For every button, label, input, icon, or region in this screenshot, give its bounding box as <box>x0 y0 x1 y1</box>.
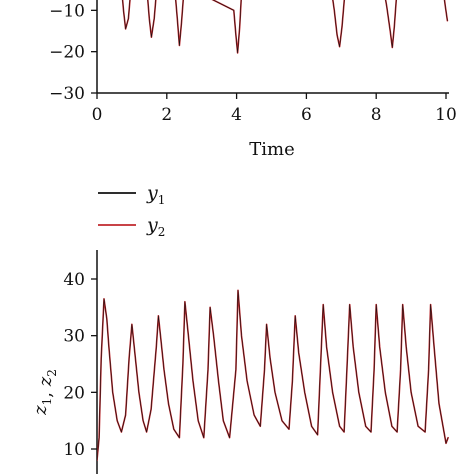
top-chart: 0 2 4 6 8 10 −10 −20 −30 Time <box>49 0 457 160</box>
top-x-tick-label: 8 <box>371 105 382 125</box>
top-x-axis-label: Time <box>249 139 294 160</box>
top-y-tick-label: −10 <box>49 1 85 21</box>
top-y-tick-label: −30 <box>49 84 85 104</box>
bottom-y-tick-label: 20 <box>63 383 85 403</box>
bottom-chart: 10 20 30 40 z1, z2 <box>30 250 449 474</box>
bottom-ticks: 10 20 30 40 <box>63 270 97 460</box>
top-series-line-1 <box>121 0 449 54</box>
bottom-series-line-2 <box>97 289 449 461</box>
top-x-tick-label: 2 <box>161 105 172 125</box>
legend-label-2: y2 <box>146 214 165 239</box>
top-x-tick-label: 4 <box>231 105 242 125</box>
top-x-tick-label: 0 <box>92 105 103 125</box>
top-x-tick-label: 10 <box>435 105 457 125</box>
top-series-line-2 <box>122 0 448 54</box>
legend-label-1: y1 <box>146 182 165 207</box>
bottom-y-tick-label: 40 <box>63 270 85 290</box>
top-series-group <box>121 0 449 54</box>
bottom-y-axis-label: z1, z2 <box>30 369 59 416</box>
bottom-y-tick-label: 30 <box>63 327 85 347</box>
top-ticks: 0 2 4 6 8 10 −10 −20 −30 <box>49 1 457 125</box>
bottom-y-tick-label: 10 <box>63 440 85 460</box>
top-x-tick-label: 6 <box>301 105 312 125</box>
bottom-series-group <box>97 289 449 462</box>
top-y-tick-label: −20 <box>49 43 85 63</box>
